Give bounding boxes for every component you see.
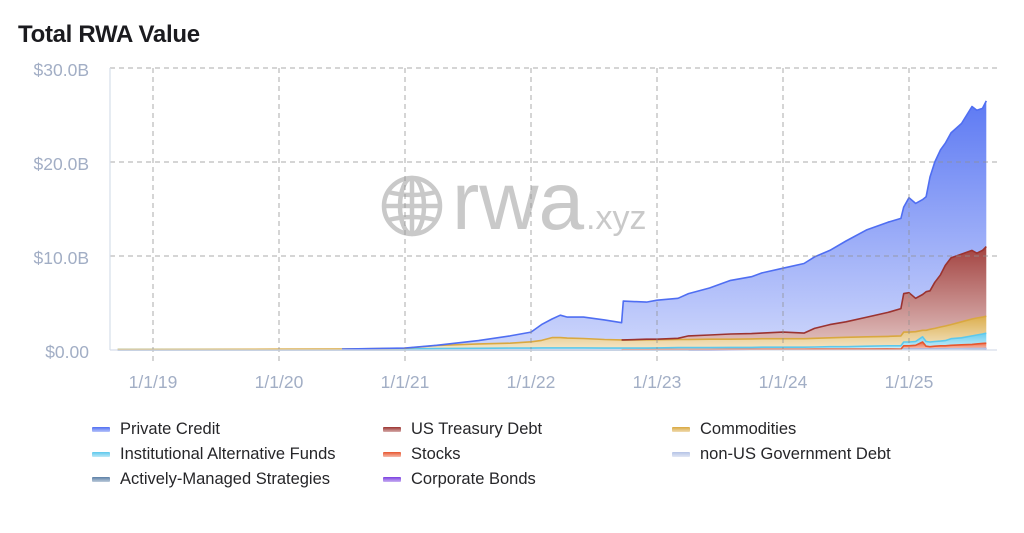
- gridlines: [110, 67, 997, 363]
- legend-item-commodities[interactable]: Commodities: [672, 417, 972, 442]
- x-tick-label: 1/1/22: [507, 372, 556, 392]
- plot-hover-area[interactable]: [110, 68, 997, 350]
- private-credit-swatch-icon: [92, 427, 110, 432]
- legend-item-non-us-government-debt[interactable]: non-US Government Debt: [672, 442, 972, 467]
- line-us-treasury-debt: [621, 246, 987, 341]
- legend-label: Actively-Managed Strategies: [120, 470, 331, 488]
- commodities-swatch-icon: [672, 427, 690, 432]
- non-us-government-debt-swatch-icon: [672, 452, 690, 457]
- x-tick-label: 1/1/20: [255, 372, 304, 392]
- x-tick-label: 1/1/25: [885, 372, 934, 392]
- legend-label: Private Credit: [120, 420, 220, 438]
- institutional-alternative-funds-swatch-icon: [92, 452, 110, 457]
- legend-item-corporate-bonds[interactable]: Corporate Bonds: [383, 467, 672, 492]
- x-tick-label: 1/1/23: [633, 372, 682, 392]
- corporate-bonds-swatch-icon: [383, 477, 401, 482]
- legend-item-institutional-alternative-funds[interactable]: Institutional Alternative Funds: [92, 442, 383, 467]
- area-institutional-alternative-funds: [117, 333, 987, 350]
- stocks-swatch-icon: [383, 452, 401, 457]
- legend-item-stocks[interactable]: Stocks: [383, 442, 672, 467]
- chart-title: Total RWA Value: [18, 21, 200, 48]
- watermark: rwa .xyz: [381, 156, 646, 247]
- watermark-suffix: .xyz: [586, 199, 646, 237]
- legend-label: Stocks: [411, 445, 461, 463]
- x-tick-label: 1/1/24: [759, 372, 808, 392]
- y-tick-label: $30.0B: [34, 60, 89, 80]
- line-commodities: [117, 315, 987, 351]
- y-tick-label: $10.0B: [34, 248, 89, 268]
- legend-label: Corporate Bonds: [411, 470, 536, 488]
- legend-label: US Treasury Debt: [411, 420, 543, 438]
- legend-item-us-treasury-debt[interactable]: US Treasury Debt: [383, 417, 672, 442]
- watermark-brand: rwa: [452, 156, 585, 247]
- legend-label: Institutional Alternative Funds: [120, 445, 336, 463]
- actively-managed-strategies-swatch-icon: [92, 477, 110, 482]
- legend-item-private-credit[interactable]: Private Credit: [92, 417, 383, 442]
- legend-label: Commodities: [700, 420, 797, 438]
- y-tick-label: $20.0B: [34, 154, 89, 174]
- legend-item-actively-managed-strategies[interactable]: Actively-Managed Strategies: [92, 467, 383, 492]
- x-tick-label: 1/1/21: [381, 372, 430, 392]
- area-commodities: [117, 316, 987, 350]
- line-institutional-alternative-funds: [117, 332, 987, 351]
- legend-label: non-US Government Debt: [700, 445, 891, 463]
- globe-icon: [381, 175, 443, 237]
- x-tick-label: 1/1/19: [129, 372, 178, 392]
- chart-legend: Private Credit US Treasury Debt Commodit…: [92, 417, 972, 492]
- us-treasury-debt-swatch-icon: [383, 427, 401, 432]
- axes: $0.00 $10.0B $20.0B $30.0B 1/1/19 1/1/20 1/1/2…: [34, 60, 997, 392]
- y-tick-label: $0.00: [45, 342, 89, 362]
- area-private-credit: [117, 100, 987, 350]
